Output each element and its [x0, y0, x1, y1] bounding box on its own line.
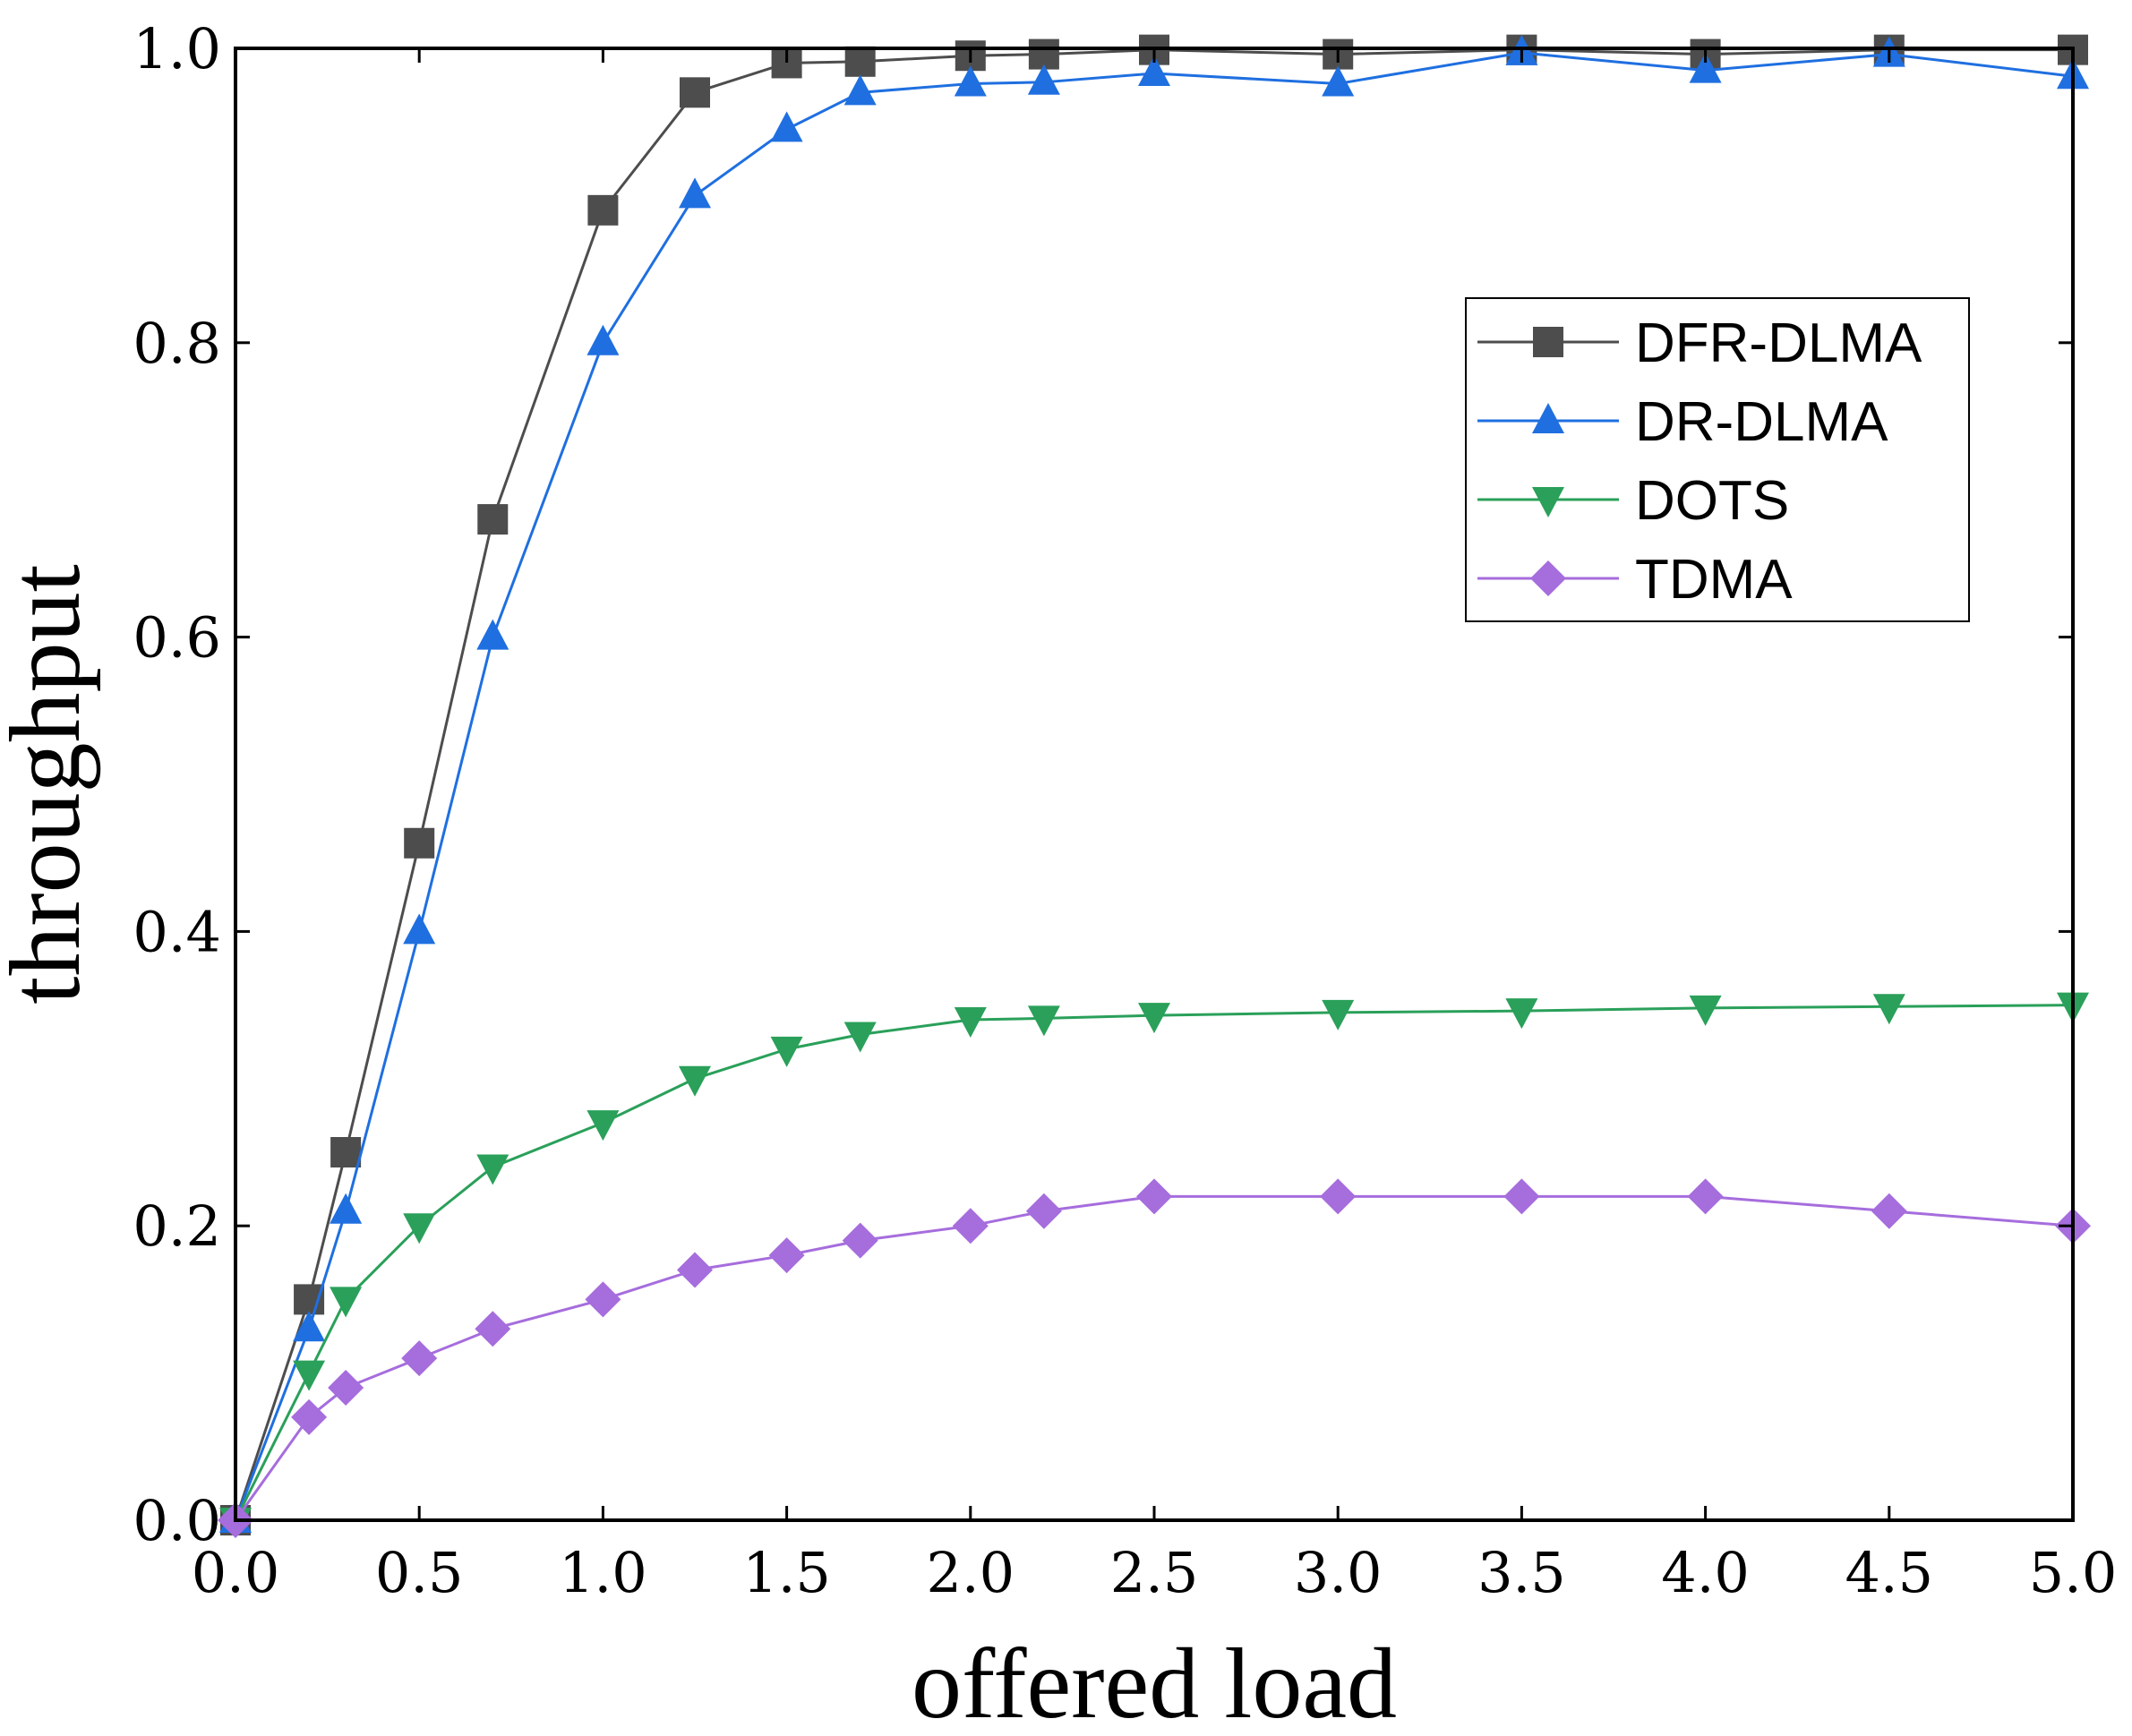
data-point-dots: [770, 1036, 803, 1067]
x-tick-label: 2.5: [1110, 1540, 1199, 1605]
data-point-dr-dlma: [330, 1193, 363, 1224]
data-point-dr-dlma: [1027, 64, 1060, 95]
x-tick-label: 1.5: [742, 1540, 831, 1605]
data-point-tdma: [1871, 1193, 1907, 1229]
data-point-dfr-dlma: [404, 827, 435, 859]
data-point-dr-dlma: [843, 74, 877, 106]
legend: DFR-DLMA DR-DLMA DOTS TDMA: [1465, 297, 1970, 622]
x-axis-title: offered load: [912, 1629, 1397, 1736]
series-layer: [218, 34, 2091, 1538]
legend-marker-dots: [1532, 487, 1564, 517]
data-point-dfr-dlma: [587, 194, 619, 226]
data-point-dfr-dlma: [294, 1284, 325, 1315]
data-point-dots: [1138, 1003, 1170, 1034]
tick-layer: 0.0 0.5 1.0 1.5 2.0 2.5 3.0 3.5 4.0 4.5 5.0 0.0 0.2 0…: [133, 16, 2117, 1605]
data-point-dr-dlma: [1689, 52, 1722, 83]
data-point-dr-dlma: [1138, 55, 1170, 86]
data-point-dots: [293, 1360, 326, 1391]
series-dots: [219, 992, 2089, 1538]
legend-marker-tdma: [1530, 560, 1566, 596]
y-tick-label: 0.6: [133, 605, 221, 671]
data-point-dots: [1027, 1005, 1060, 1037]
x-tick-label: 3.0: [1294, 1540, 1383, 1605]
y-tick-label: 1.0: [133, 16, 221, 81]
y-tick-label: 0.4: [133, 899, 221, 964]
data-point-tdma: [1136, 1178, 1172, 1215]
data-point-dots: [954, 1007, 987, 1039]
x-tick-label: 3.5: [1477, 1540, 1566, 1605]
x-tick-label: 4.5: [1845, 1540, 1933, 1605]
data-point-dfr-dlma: [330, 1137, 362, 1167]
data-point-dr-dlma: [1322, 65, 1355, 97]
data-point-dots: [1872, 994, 1905, 1025]
legend-item-tdma: TDMA: [1477, 549, 1793, 611]
data-point-dots: [476, 1154, 509, 1185]
data-point-dr-dlma: [293, 1311, 326, 1342]
data-point-dots: [403, 1213, 436, 1244]
data-point-dr-dlma: [476, 619, 509, 650]
data-point-tdma: [475, 1311, 511, 1347]
data-point-tdma: [291, 1398, 328, 1435]
legend-label-dfr-dlma: DFR-DLMA: [1635, 312, 1922, 374]
data-point-dots: [330, 1287, 363, 1318]
data-point-tdma: [677, 1252, 713, 1288]
data-point-dr-dlma: [954, 65, 987, 97]
data-point-dots: [1322, 999, 1355, 1030]
data-point-dots: [1505, 998, 1538, 1030]
x-tick-label: 4.0: [1661, 1540, 1750, 1605]
legend-marker-dfr-dlma: [1533, 327, 1563, 357]
legend-label-dots: DOTS: [1635, 470, 1789, 532]
x-tick-label: 0.5: [375, 1540, 464, 1605]
data-point-dfr-dlma: [680, 77, 710, 108]
x-tick-label: 1.0: [559, 1540, 647, 1605]
data-point-dfr-dlma: [844, 46, 876, 77]
data-point-dots: [587, 1110, 620, 1142]
data-point-tdma: [585, 1281, 621, 1318]
data-point-dr-dlma: [770, 111, 803, 142]
data-point-dr-dlma: [679, 177, 711, 209]
data-point-dots: [679, 1065, 711, 1097]
series-tdma: [218, 1178, 2091, 1538]
data-point-tdma: [1687, 1178, 1724, 1215]
data-point-tdma: [1320, 1178, 1357, 1215]
legend-item-dfr-dlma: DFR-DLMA: [1477, 312, 1922, 374]
x-tick-label: 0.0: [192, 1540, 280, 1605]
data-point-tdma: [401, 1340, 438, 1377]
data-point-tdma: [1503, 1178, 1540, 1215]
data-point-dots: [843, 1022, 877, 1053]
data-point-dr-dlma: [587, 324, 620, 355]
legend-marker-dr-dlma: [1532, 403, 1564, 433]
data-point-tdma: [842, 1222, 878, 1259]
data-point-tdma: [1025, 1193, 1062, 1229]
legend-label-dr-dlma: DR-DLMA: [1635, 391, 1888, 453]
legend-item-dots: DOTS: [1477, 470, 1789, 532]
x-tick-label: 5.0: [2029, 1540, 2118, 1605]
y-tick-label: 0.0: [133, 1488, 221, 1553]
legend-label-tdma: TDMA: [1635, 549, 1793, 611]
data-point-tdma: [328, 1370, 364, 1407]
data-point-tdma: [952, 1208, 989, 1244]
data-point-dots: [1689, 995, 1722, 1026]
data-point-dfr-dlma: [477, 504, 509, 535]
y-tick-label: 0.2: [133, 1193, 221, 1259]
y-axis-title: throughput: [0, 564, 101, 1005]
data-point-dr-dlma: [403, 913, 436, 945]
y-tick-label: 0.8: [133, 311, 221, 376]
x-tick-label: 2.0: [926, 1540, 1015, 1605]
data-point-tdma: [768, 1237, 805, 1274]
legend-item-dr-dlma: DR-DLMA: [1477, 391, 1888, 453]
